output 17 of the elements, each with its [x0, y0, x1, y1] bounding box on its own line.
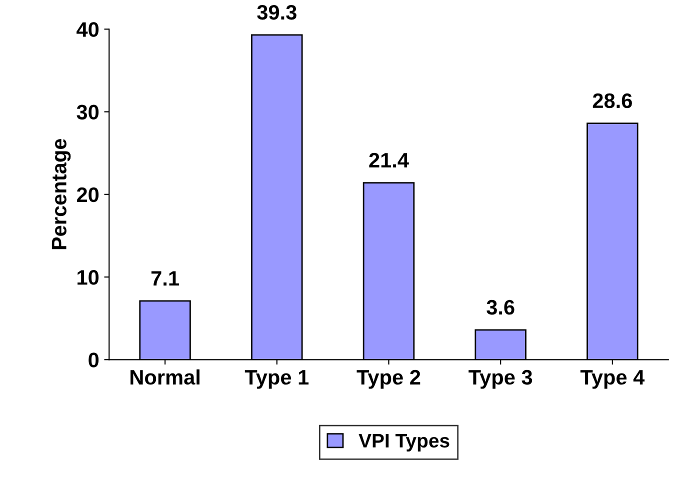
x-tick-label: Normal: [130, 369, 200, 385]
data-label: 39.3: [257, 4, 296, 20]
y-tick-label: 20: [76, 187, 99, 202]
x-tick-label: Type 2: [356, 370, 420, 389]
x-tick-label: Type 1: [244, 370, 309, 389]
y-tick-label: 0: [88, 352, 99, 368]
x-tick-label: Type 3: [468, 370, 532, 389]
y-tick-label: 30: [76, 104, 99, 120]
data-label: 28.6: [592, 93, 632, 108]
legend-label: VPI Types: [358, 434, 450, 452]
data-label: 7.1: [151, 271, 179, 286]
x-tick-label: Type 4: [580, 370, 645, 389]
data-label: 3.6: [486, 300, 514, 315]
y-tick-label: 10: [78, 270, 99, 285]
y-axis-title: Percentage: [52, 138, 71, 250]
data-label: 21.4: [369, 152, 409, 168]
y-tick-label: 40: [76, 22, 99, 37]
